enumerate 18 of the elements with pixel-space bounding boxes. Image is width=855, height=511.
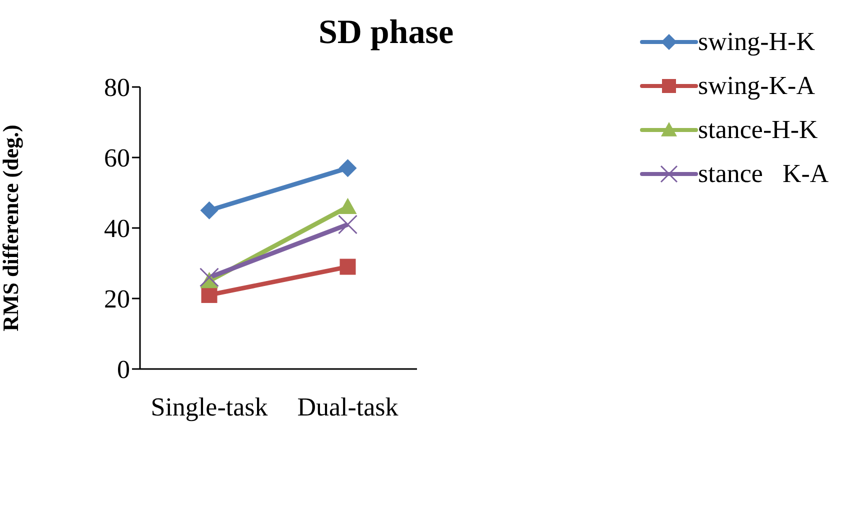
chart-title: SD phase	[317, 14, 455, 52]
point	[338, 214, 358, 234]
y-tick-label: 0	[117, 355, 130, 384]
point	[200, 201, 218, 220]
y-tick-label: 80	[104, 73, 130, 102]
legend-label: stance K-A	[698, 159, 829, 189]
y-tick-label: 60	[104, 144, 130, 173]
x-tick-label: Single-task	[150, 392, 268, 422]
point	[338, 159, 357, 178]
legend-label: stance-H-K	[698, 115, 818, 145]
point	[340, 258, 356, 275]
point	[201, 286, 218, 303]
legend-label: swing-H-K	[698, 27, 815, 57]
y-tick-label: 20	[104, 284, 130, 314]
y-axis-title: RMS difference (deg.)	[0, 124, 23, 332]
legend-label: swing-K-A	[698, 71, 815, 101]
x-tick-label: Dual-task	[297, 392, 398, 422]
y-tick-label: 40	[104, 214, 130, 244]
